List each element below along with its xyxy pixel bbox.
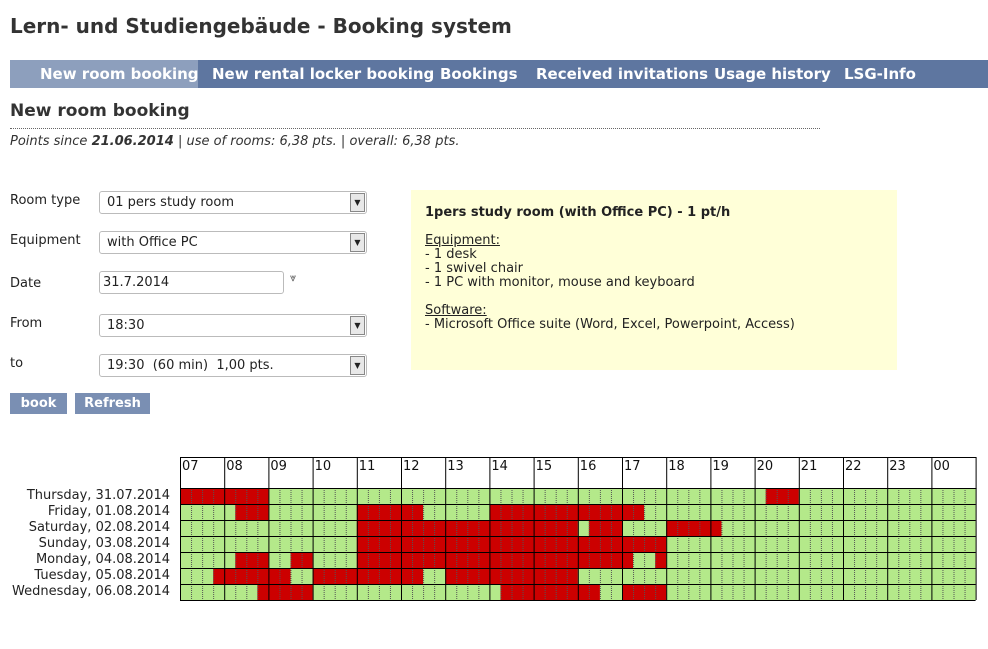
hour-label: 22 (845, 459, 862, 474)
booked-slot (213, 568, 291, 584)
points-prefix: Points since (10, 134, 92, 149)
date-value: 31.7.2014 (103, 275, 170, 290)
hour-label: 11 (359, 459, 376, 474)
to-value: 19:30 (60 min) 1,00 pts. (107, 358, 274, 373)
equipment-select[interactable]: with Office PC ▼ (99, 231, 367, 254)
hour-label: 14 (491, 459, 508, 474)
page-title: Lern- und Studiengebäude - Booking syste… (10, 14, 512, 38)
hour-label: 08 (226, 459, 243, 474)
booked-slot (235, 552, 269, 568)
date-input[interactable]: 31.7.2014 (99, 271, 284, 294)
booked-slot (235, 504, 269, 520)
day-label: Saturday, 02.08.2014 (28, 520, 170, 535)
hour-label: 16 (580, 459, 597, 474)
hour-label: 15 (536, 459, 553, 474)
hour-label: 20 (757, 459, 774, 474)
nav-lsg-info[interactable]: LSG-Info (844, 65, 916, 83)
chevron-down-icon[interactable]: ▼ (350, 356, 365, 375)
equipment-value: with Office PC (107, 235, 198, 250)
hour-label: 23 (889, 459, 906, 474)
booked-slot (655, 552, 667, 568)
day-label: Monday, 04.08.2014 (35, 552, 170, 567)
from-label: From (10, 316, 43, 331)
hour-label: 18 (668, 459, 685, 474)
booked-slot (356, 504, 424, 520)
points-summary: Points since 21.06.2014 | use of rooms: … (10, 134, 459, 149)
booked-slot (588, 520, 622, 536)
hour-label: 00 (933, 459, 950, 474)
hour-label: 21 (801, 459, 818, 474)
equipment-item: - 1 desk (425, 247, 477, 262)
hour-label: 19 (712, 459, 729, 474)
equipment-item: - 1 PC with monitor, mouse and keyboard (425, 275, 695, 290)
booked-slot (257, 584, 313, 600)
hour-label: 13 (447, 459, 464, 474)
nav-bookings[interactable]: Bookings (440, 65, 518, 83)
software-item: - Microsoft Office suite (Word, Excel, P… (425, 317, 795, 332)
hour-label: 10 (315, 459, 332, 474)
hour-label: 07 (182, 459, 199, 474)
equipment-label: Equipment (10, 233, 81, 248)
nav-usage-history[interactable]: Usage history (714, 65, 831, 83)
from-select[interactable]: 18:30 ▼ (99, 314, 367, 337)
hour-label: 17 (624, 459, 641, 474)
room-type-label: Room type (10, 193, 81, 208)
chevron-down-icon[interactable]: ▼ (350, 193, 365, 212)
chevron-down-icon[interactable]: ▼ (350, 233, 365, 252)
points-suffix: | use of rooms: 6,38 pts. | overall: 6,3… (173, 134, 460, 149)
hour-label: 12 (403, 459, 420, 474)
day-label: Friday, 01.08.2014 (47, 504, 170, 519)
schedule-grid: 07 08 09 10 11 12 13 14 15 16 17 18 19 20 21 22 23 00 (180, 457, 977, 601)
from-value: 18:30 (107, 318, 145, 333)
main-nav: New room booking New rental locker booki… (10, 60, 988, 88)
to-select[interactable]: 19:30 (60 min) 1,00 pts. ▼ (99, 354, 367, 377)
refresh-button[interactable]: Refresh (75, 393, 150, 414)
room-info-title: 1pers study room (with Office PC) - 1 pt… (425, 205, 731, 220)
booked-slot (666, 520, 722, 536)
booked-slot (500, 584, 600, 600)
room-type-select[interactable]: 01 pers study room ▼ (99, 191, 367, 214)
software-heading: Software: (425, 303, 487, 318)
divider (10, 128, 820, 129)
availability-schedule: 07 08 09 10 11 12 13 14 15 16 17 18 19 20 21 22 23 00 Thur… (0, 450, 988, 610)
calendar-toggle-icon[interactable]: ⩔ (290, 271, 297, 284)
chevron-down-icon[interactable]: ▼ (350, 316, 365, 335)
book-button[interactable]: book (10, 393, 67, 414)
nav-received-invitations[interactable]: Received invitations (536, 65, 709, 83)
day-label: Sunday, 03.08.2014 (38, 536, 170, 551)
section-heading: New room booking (10, 101, 190, 121)
nav-new-rental-locker-booking[interactable]: New rental locker booking (212, 65, 435, 83)
booked-slot (356, 536, 667, 552)
day-label: Wednesday, 06.08.2014 (12, 584, 170, 599)
day-label: Tuesday, 05.08.2014 (34, 568, 170, 583)
booked-slot (765, 488, 799, 504)
equipment-item: - 1 swivel chair (425, 261, 523, 276)
nav-new-room-booking[interactable]: New room booking (10, 60, 199, 88)
points-date: 21.06.2014 (91, 134, 174, 149)
room-info-panel: 1pers study room (with Office PC) - 1 pt… (411, 190, 897, 370)
room-type-value: 01 pers study room (107, 195, 234, 210)
booked-slot (401, 552, 634, 568)
to-label: to (10, 356, 24, 371)
date-label: Date (10, 276, 42, 291)
day-label: Thursday, 31.07.2014 (26, 488, 170, 503)
hour-label: 09 (270, 459, 287, 474)
equipment-heading: Equipment: (425, 233, 500, 248)
